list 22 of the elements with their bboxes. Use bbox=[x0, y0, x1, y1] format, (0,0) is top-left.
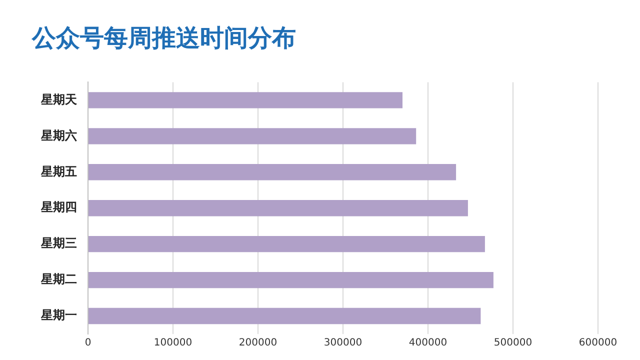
y-tick-label: 星期三 bbox=[40, 236, 77, 250]
bar bbox=[88, 272, 494, 288]
x-tick-label: 600000 bbox=[578, 338, 618, 349]
x-tick-label: 500000 bbox=[494, 338, 532, 349]
y-tick-label: 星期二 bbox=[40, 272, 77, 286]
bar bbox=[88, 236, 485, 252]
y-tick-label: 星期五 bbox=[40, 164, 77, 178]
bar bbox=[88, 200, 468, 216]
x-tick-label: 0 bbox=[84, 338, 92, 349]
bar bbox=[88, 308, 481, 324]
chart-title: 公众号每周推送时间分布 bbox=[30, 23, 297, 54]
y-tick-label: 星期天 bbox=[40, 92, 78, 106]
y-tick-label: 星期四 bbox=[40, 200, 77, 214]
bar bbox=[88, 92, 402, 108]
bar bbox=[88, 164, 456, 180]
x-tick-label: 100000 bbox=[154, 338, 192, 349]
y-tick-label: 星期六 bbox=[40, 128, 77, 142]
y-tick-label: 星期一 bbox=[40, 308, 77, 322]
x-tick-label: 200000 bbox=[238, 338, 278, 349]
x-tick-label: 300000 bbox=[324, 338, 362, 349]
bar bbox=[88, 128, 416, 144]
x-tick-label: 400000 bbox=[408, 338, 448, 349]
